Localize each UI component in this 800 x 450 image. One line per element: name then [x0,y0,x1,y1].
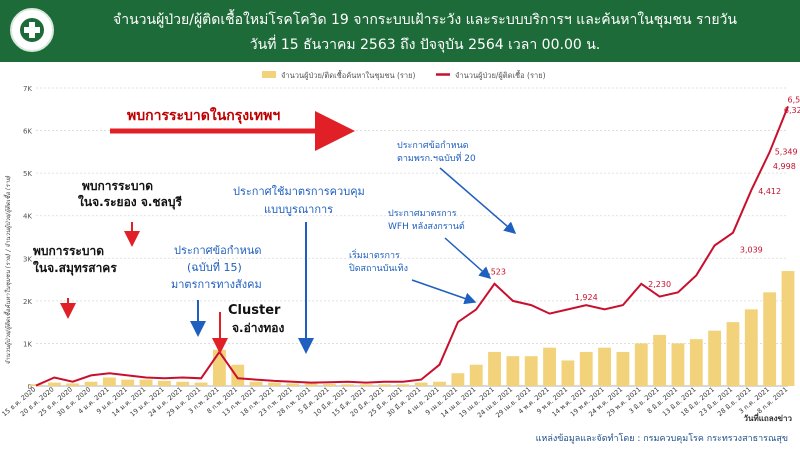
annotation-rayong-2: ในจ.ระยอง จ.ชลบุรี [78,194,183,210]
annotation-order15-1: ประกาศข้อกำหนด [174,244,262,257]
bar [249,381,263,386]
bar [378,384,391,386]
bar [561,360,575,386]
bar [212,349,226,386]
bar [781,271,795,386]
y-tick-label: 6K [23,128,32,136]
value-label: 6,324 [784,106,800,115]
value-label: 1,924 [575,293,598,302]
bar [634,343,648,386]
y-tick-label: 5K [23,170,32,178]
bar [744,309,758,386]
bar [598,347,612,386]
value-label: 2,230 [648,280,671,289]
arrow-wfh [444,237,492,279]
bar [66,383,80,386]
y-tick-labels: 0 1K 2K 3K 4K 5K 6K 7K [23,85,32,391]
bar [268,382,281,386]
chart-title-line2: วันที่ 15 ธันวาคม 2563 ถึง ปัจจุบัน 2564… [249,37,601,53]
bar [671,343,685,386]
bar [139,379,153,386]
bar [689,339,703,386]
legend: จำนวนผู้ป่วย/ติดเชื้อค้นหาในชุมชน (ราย) … [262,70,546,80]
bar [506,356,520,386]
chart-title-line1: จำนวนผู้ป่วย/ผู้ติดเชื้อใหม่โรคโควิด 19 … [113,12,737,28]
annotation-order20-2: ตามพรก.ฯฉบับที่ 20 [397,151,476,164]
bar [359,384,373,386]
bar [176,381,190,386]
bar [543,347,556,386]
annotation-bkk: พบการระบาดในกรุงเทพฯ [127,106,280,124]
bar [488,351,501,386]
ddc-logo-icon [10,8,54,52]
annotation-order20-1: ประกาศข้อกำหนด [397,140,469,151]
x-axis-label: วันที่แถลงข่าว [744,412,793,423]
annotation-cluster-1: Cluster [228,303,281,318]
series-line [35,106,789,387]
bar [616,351,630,386]
bar [763,292,777,386]
bar [708,330,722,386]
legend-line-label: จำนวนผู้ป่วย/ผู้ติดเชื้อ (ราย) [455,70,546,80]
bar [726,322,740,386]
annotation-integrated-1: ประกาศใช้มาตรการควบคุม [233,185,365,198]
annotation-order15-3: มาตรการทางสังคม [171,278,262,291]
bar [47,382,61,386]
source-note: แหล่งข้อมูลและจัดทำโดย : กรมควบคุมโรค กร… [535,434,788,444]
y-tick-label: 7K [23,85,32,93]
y-tick-label: 1K [23,340,32,348]
bar [414,382,428,386]
y-tick-label: 4K [23,213,32,221]
annotation-ent-2: ปิดสถานบันเทิง [349,263,408,274]
value-label: 3,039 [740,246,763,255]
annotation-wfh-1: ประกาศมาตรการ [388,209,457,219]
annotation-cluster-2: จ.อ่างทอง [232,321,285,335]
arrow-order20 [439,167,517,234]
value-label: 4,998 [773,162,796,171]
value-labels: 2,523 2,230 1,924 3,039 4,412 4,998 5,349 6,324… [483,95,800,302]
annotation-samut-1: พบการระบาด [33,244,104,258]
bar [469,364,483,386]
annotation-integrated-2: แบบบูรณาการ [264,203,333,216]
bar [433,381,446,386]
bar [341,384,355,386]
annotation-ent-1: เริ่มมาตรการ [349,248,400,261]
y-tick-label: 3K [23,255,32,263]
bar [451,373,465,386]
covid-daily-cases-chart: 0 1K 2K 3K 4K 5K 6K 7K 2,523 2,230 1,924 3,039 4,41… [0,70,800,423]
line-series [35,106,789,387]
bar [304,383,318,386]
bar [194,382,208,386]
bar [323,383,336,386]
bar [121,379,135,386]
bar-series [29,271,795,386]
y-tick-label: 0 [28,383,32,391]
bar [157,380,171,386]
value-label: 2,523 [483,268,506,277]
bar [286,383,300,386]
value-label: 6,567 [788,95,800,104]
y-axis-label: จำนวนผู้ป่วย/ผู้ติดเชื้อค้นหาในชุมชน (รา… [3,175,12,364]
legend-bar-label: จำนวนผู้ป่วย/ติดเชื้อค้นหาในชุมชน (ราย) [281,70,416,80]
bar [231,364,245,386]
annotation-samut-2: ในจ.สมุทรสาคร [33,260,117,276]
annotation-order15-2: (ฉบับที่ 15) [187,259,242,274]
legend-bar-swatch [262,71,276,78]
bar [653,334,667,386]
bar [396,384,410,386]
header-banner: จำนวนผู้ป่วย/ผู้ติดเชื้อใหม่โรคโควิด 19 … [0,0,800,62]
y-tick-label: 2K [23,298,32,306]
bar [524,356,538,386]
bar [84,381,98,386]
bar [579,351,593,386]
annotation-rayong-1: พบการระบาด [82,179,153,193]
bar [102,377,116,386]
annotation-wfh-2: WFH หลังสงกรานต์ [388,220,465,232]
value-label: 4,412 [758,187,781,196]
arrow-ent [411,279,477,305]
annotations: พบการระบาดในกรุงเทพฯ พบการระบาด ในจ.ระยอ… [33,106,517,354]
value-label: 5,349 [775,147,798,156]
